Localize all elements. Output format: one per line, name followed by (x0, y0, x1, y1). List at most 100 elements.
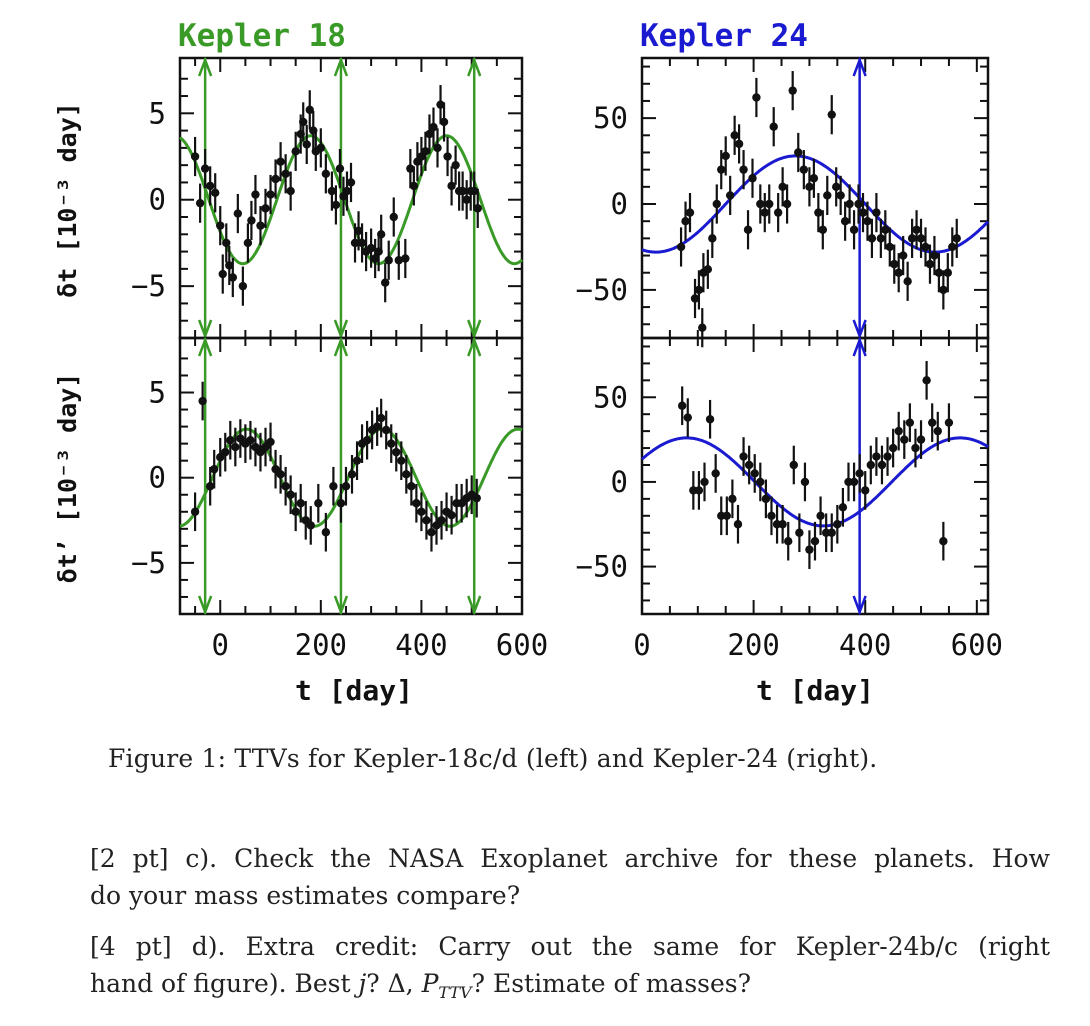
data-point (266, 422, 275, 462)
data-point (872, 193, 881, 233)
data-point (761, 479, 771, 519)
data-point (406, 149, 415, 189)
data-point (422, 500, 431, 540)
data-marker (836, 191, 845, 200)
question-d-line-2: hand of figure). Best j? Δ, PTTV? Estima… (90, 965, 1050, 1011)
data-marker (376, 230, 386, 239)
data-point (451, 145, 460, 185)
marker-arrow-up (467, 336, 482, 357)
data-point (952, 218, 961, 258)
data-marker (849, 225, 859, 234)
data-marker (195, 198, 205, 208)
data-marker (276, 470, 285, 479)
question-d-text-b: ? Δ, (366, 969, 422, 998)
data-marker (683, 413, 692, 422)
kepler18-bottom-panel: 5 0 −5 (131, 336, 524, 616)
data-marker (341, 482, 351, 491)
data-point (302, 124, 311, 165)
data-point (933, 411, 942, 451)
data-point (939, 270, 948, 310)
data-marker (872, 452, 881, 461)
data-marker (939, 536, 948, 546)
data-point (677, 386, 687, 426)
data-marker (805, 545, 814, 554)
data-point (827, 513, 836, 553)
marker-arrow-up (333, 56, 349, 77)
data-marker (894, 268, 903, 277)
data-marker (814, 208, 823, 217)
data-marker (271, 464, 280, 474)
data-point (256, 206, 265, 246)
data-point (717, 150, 726, 190)
data-point (814, 193, 823, 233)
data-marker (251, 442, 260, 452)
data-point (739, 437, 748, 476)
data-point (314, 483, 323, 523)
data-marker (291, 507, 300, 516)
marker-arrow-up (197, 336, 213, 357)
data-point (773, 193, 783, 233)
data-point (432, 506, 441, 545)
data-point (784, 521, 793, 561)
question-d-text-c: ? Estimate of masses? (471, 969, 752, 998)
data-marker (381, 278, 390, 287)
data-point (296, 483, 305, 523)
data-point (342, 171, 352, 211)
data-marker (888, 443, 898, 453)
data-point (805, 167, 814, 207)
data-point (457, 483, 466, 523)
data-point (299, 102, 308, 142)
marker-arrow-down (333, 595, 349, 616)
data-marker (685, 208, 695, 217)
data-marker (225, 261, 234, 270)
data-point (291, 131, 300, 171)
data-marker (447, 510, 456, 520)
data-point (721, 136, 730, 176)
data-marker (939, 285, 948, 295)
data-point (894, 411, 903, 451)
data-point (948, 227, 957, 267)
data-point (849, 462, 859, 502)
data-marker (402, 470, 411, 479)
data-point (251, 174, 260, 215)
data-point (922, 361, 931, 400)
data-marker (429, 122, 438, 132)
kepler24-xtick-labels: 0 200 400 600 (633, 628, 1003, 662)
data-marker (281, 169, 290, 179)
data-marker (261, 204, 270, 213)
data-marker (681, 216, 690, 226)
data-marker (352, 456, 362, 465)
data-marker (855, 469, 864, 478)
data-marker (473, 204, 482, 213)
data-marker (767, 511, 776, 520)
data-point (683, 398, 692, 437)
data-marker (832, 182, 841, 192)
data-point (900, 420, 909, 459)
data-marker (838, 503, 848, 512)
data-point (233, 193, 243, 234)
data-point (943, 253, 953, 293)
data-point (833, 504, 842, 544)
data-marker (226, 436, 235, 445)
data-marker (867, 234, 877, 243)
data-marker (952, 234, 961, 243)
data-marker (462, 195, 471, 204)
data-marker (276, 157, 285, 166)
data-point (407, 466, 416, 506)
data-marker (773, 208, 783, 217)
data-marker (690, 294, 700, 303)
data-point (838, 488, 848, 527)
data-point (722, 496, 732, 536)
data-point (409, 166, 419, 206)
math-ttv-subscript: TTV (438, 983, 472, 1002)
data-marker (256, 447, 265, 457)
kepler24-title: Kepler 24 (640, 18, 808, 54)
kepler24-xlabel: t [day] (756, 674, 874, 707)
data-marker (211, 188, 220, 198)
data-marker (677, 401, 687, 410)
data-point (394, 240, 403, 280)
data-point (425, 114, 434, 154)
marker-arrow-down (197, 319, 213, 340)
x-tick-label: 400 (395, 628, 447, 662)
x-tick-label: 600 (496, 628, 548, 662)
